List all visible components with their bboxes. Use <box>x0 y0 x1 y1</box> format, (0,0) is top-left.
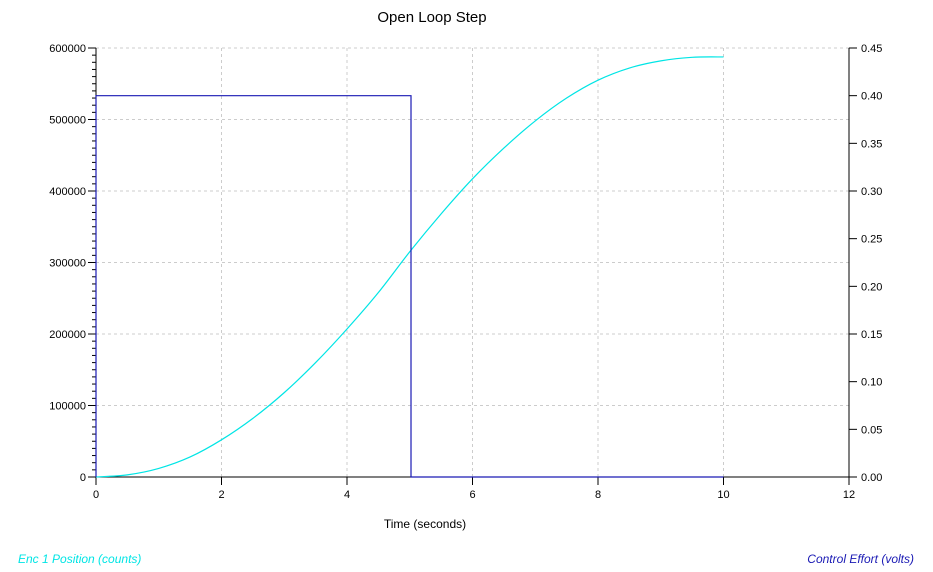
y-right-tick-label: 0.20 <box>861 281 882 293</box>
y-left-tick-label: 400000 <box>49 186 86 198</box>
y-right-tick-label: 0.30 <box>861 186 882 198</box>
y-right-tick-label: 0.00 <box>861 472 882 484</box>
x-tick-label: 2 <box>218 489 224 501</box>
y-left-tick-label: 0 <box>80 472 86 484</box>
y-right-tick-label: 0.10 <box>861 377 882 389</box>
y-left-tick-label: 200000 <box>49 329 86 341</box>
x-tick-label: 12 <box>843 489 855 501</box>
y-left-tick-label: 600000 <box>49 43 86 55</box>
y-left-tick-label: 100000 <box>49 401 86 413</box>
x-tick-label: 0 <box>93 489 99 501</box>
x-axis-title: Time (seconds) <box>384 517 466 531</box>
ticks: 0 100000 200000 300000 400000 500000 600000 0.0… <box>49 43 882 501</box>
y-right-tick-label: 0.45 <box>861 43 882 55</box>
series-group <box>95 56 724 478</box>
x-tick-label: 4 <box>344 489 350 501</box>
axes <box>95 48 850 478</box>
x-tick-label: 6 <box>469 489 475 501</box>
legend-left: Enc 1 Position (counts) <box>18 552 142 566</box>
y-left-tick-label: 300000 <box>49 258 86 270</box>
grid <box>96 47 849 477</box>
legend-right: Control Effort (volts) <box>807 552 914 566</box>
y-right-tick-label: 0.35 <box>861 138 882 150</box>
position-line <box>95 56 724 478</box>
y-left-tick-label: 500000 <box>49 115 86 127</box>
control-effort-line <box>95 95 724 478</box>
x-tick-label: 8 <box>595 489 601 501</box>
y-right-tick-label: 0.15 <box>861 329 882 341</box>
chart-title: Open Loop Step <box>377 9 486 26</box>
x-tick-label: 10 <box>717 489 729 501</box>
y-right-tick-label: 0.25 <box>861 234 882 246</box>
y-right-tick-label: 0.05 <box>861 424 882 436</box>
y-right-tick-label: 0.40 <box>861 91 882 103</box>
